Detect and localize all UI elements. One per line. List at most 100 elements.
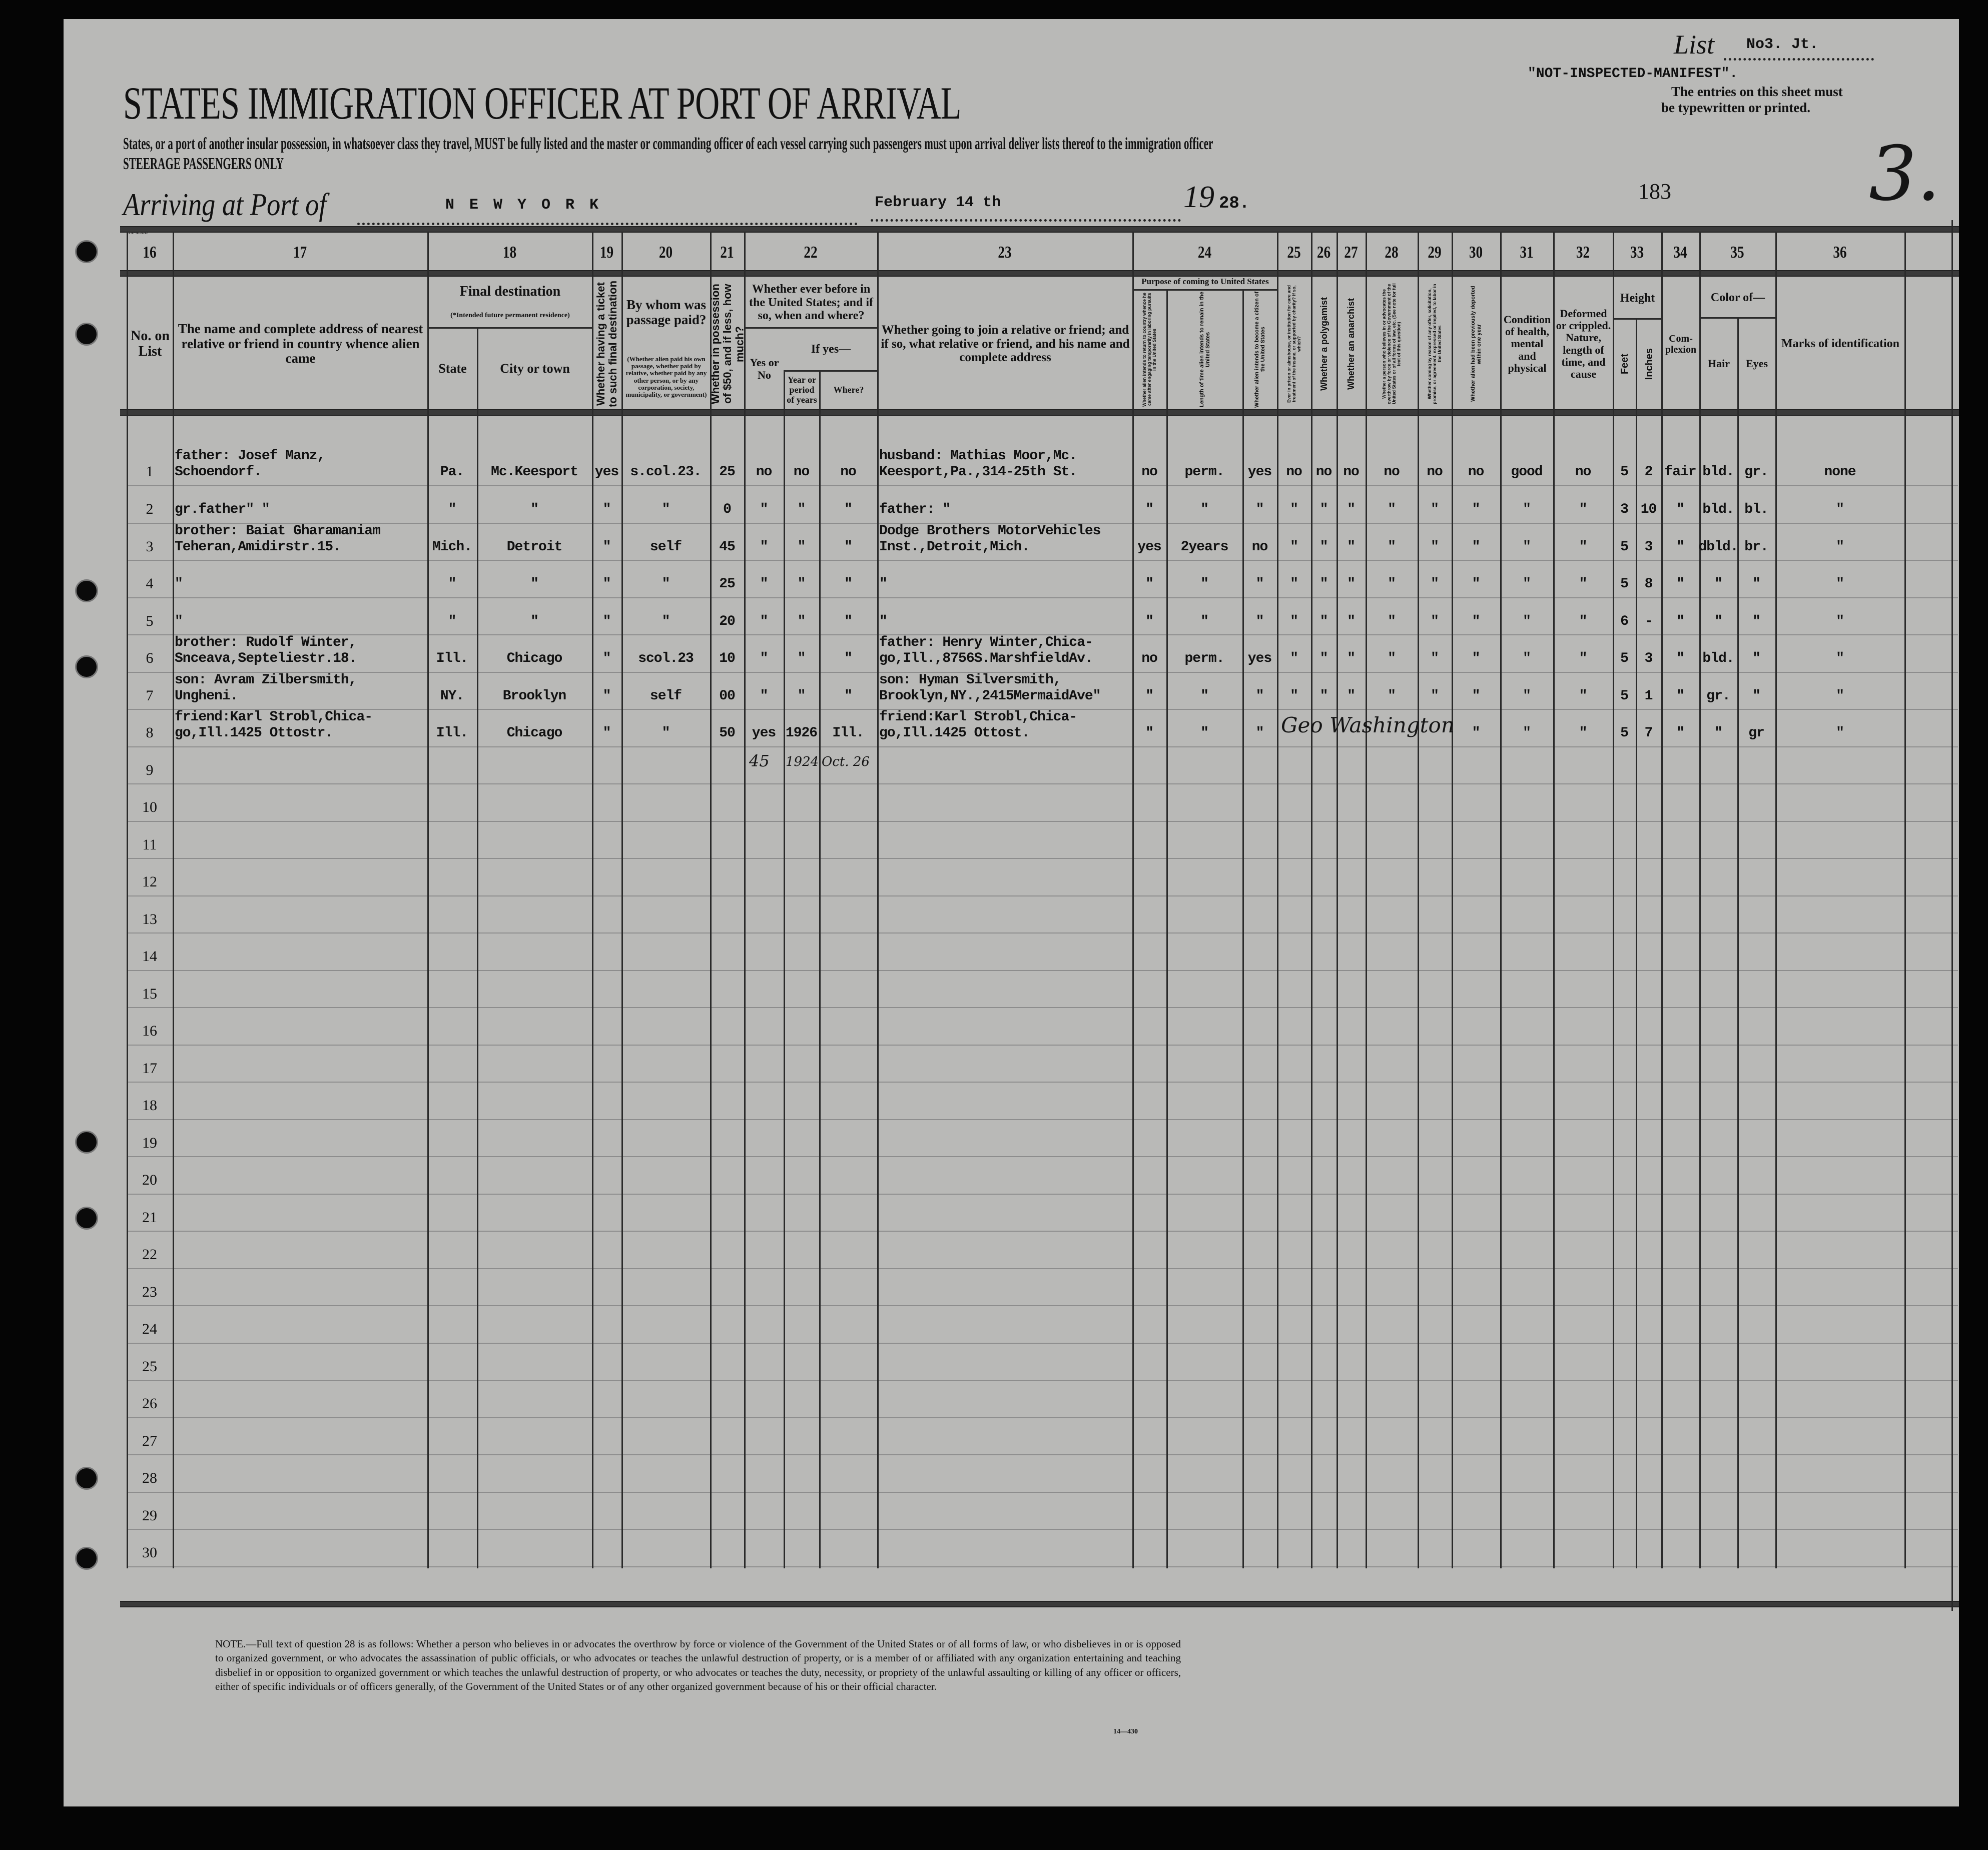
column-rule xyxy=(1775,232,1777,1568)
table-cell: " xyxy=(173,560,427,597)
column-rule xyxy=(427,232,429,1568)
cell-text: father: Henry Winter,Chica- xyxy=(879,634,1093,650)
column-rule xyxy=(1242,289,1244,1568)
steerage-label: STEERAGE PASSENGERS ONLY xyxy=(123,155,284,173)
table-cell: " xyxy=(744,560,784,597)
table-cell: no xyxy=(744,412,784,485)
header-text: Yes or No xyxy=(750,356,779,381)
header-if-yes: If yes— xyxy=(785,330,877,368)
header-return: Whether alien intends to return to count… xyxy=(1134,291,1166,408)
port-value: N E W Y O R K xyxy=(445,197,602,214)
table-cell: " xyxy=(1553,634,1613,672)
cell-text: 1926 xyxy=(785,725,818,741)
header-text: Whether coming by reason of any offer, s… xyxy=(1427,284,1442,404)
cell-text: no xyxy=(1343,464,1360,480)
table-cell: " xyxy=(1500,597,1553,635)
table-cell: 2years xyxy=(1166,523,1242,560)
cell-text: " xyxy=(1319,650,1329,666)
cell-text: " xyxy=(1472,725,1481,741)
column-rule xyxy=(127,232,128,1568)
cell-text: yes xyxy=(594,464,619,480)
manifest-sheet xyxy=(64,19,1959,1806)
cell-text: " xyxy=(1145,501,1154,517)
table-cell: no xyxy=(1553,412,1613,485)
column-number: 16 xyxy=(143,243,157,262)
row-number: 4 xyxy=(146,575,154,592)
cell-text: no xyxy=(1427,464,1443,480)
table-cell: brother: Rudolf Winter, Snceava,Septelies… xyxy=(173,634,427,672)
header-overthrow: Whether a person who believes in or advo… xyxy=(1367,280,1417,408)
table-cell: no xyxy=(1277,412,1311,485)
cell-text: " xyxy=(1523,650,1531,666)
table-cell: " xyxy=(1775,709,1904,746)
table-cell: father: Josef Manz, Schoendorf. xyxy=(173,412,427,485)
table-cell: " xyxy=(1132,709,1166,746)
table-cell: " xyxy=(819,523,877,560)
cell-text: 5 xyxy=(1620,576,1629,592)
cell-text: " xyxy=(844,501,853,517)
header-text: (Whether alien paid his own passage, whe… xyxy=(625,355,707,399)
table-cell: " xyxy=(1242,485,1277,523)
row-number: 10 xyxy=(142,799,157,815)
table-cell: " xyxy=(592,634,621,672)
page-title: STATES IMMIGRATION OFFICER AT PORT OF AR… xyxy=(123,78,961,129)
table-cell: " xyxy=(1775,597,1904,635)
list-label: List xyxy=(1674,30,1715,60)
cell-text: " xyxy=(602,650,611,666)
cell-text: friend:Karl Strobl,Chica- xyxy=(879,709,1077,725)
cell-text: Keesport,Pa.,314-25th St. xyxy=(879,464,1077,480)
table-cell: perm. xyxy=(1166,412,1242,485)
punch-hole xyxy=(75,579,98,602)
table-cell: no xyxy=(1452,412,1500,485)
cell-text: 5 xyxy=(1620,464,1629,480)
column-rule xyxy=(1452,232,1453,1568)
cell-text: son: Avram Zilbersmith, xyxy=(175,672,357,688)
table-cell: " xyxy=(1737,634,1775,672)
header-text: No. on List xyxy=(131,328,170,359)
column-number: 30 xyxy=(1469,243,1483,262)
cell-text: " xyxy=(844,613,853,629)
table-cell: 3 xyxy=(1636,634,1661,672)
cell-text: brother: Rudolf Winter, xyxy=(175,634,357,650)
header-purpose: Purpose of coming to United States xyxy=(1134,275,1276,288)
column-number: 17 xyxy=(293,243,307,262)
header-anarchist: Whether an anarchist xyxy=(1338,280,1365,408)
cell-text: Ill. xyxy=(832,725,864,741)
header-ticket: Whether having a ticket to such final de… xyxy=(593,280,621,408)
cell-text: go,Ill.1425 Ottostr. xyxy=(175,725,333,741)
table-cell: " xyxy=(1418,485,1452,523)
header-text: (*Intended future permanent residence) xyxy=(450,312,570,320)
cell-text: " xyxy=(1472,688,1481,704)
cell-text: Pa. xyxy=(440,464,464,480)
table-cell: Dodge Brothers MotorVehicles Inst.,Detroi… xyxy=(877,523,1132,560)
cell-text: Dodge Brothers MotorVehicles xyxy=(879,523,1101,539)
cell-text: " xyxy=(1319,539,1329,555)
column-rule xyxy=(621,232,623,1568)
table-cell: " xyxy=(1311,560,1337,597)
header-text: Length of time alien intends to remain i… xyxy=(1198,291,1211,408)
header-text: Whether a polygamist xyxy=(1318,297,1329,391)
table-cell: " xyxy=(1699,560,1737,597)
header-height: Height xyxy=(1614,280,1661,316)
table-cell: gr xyxy=(1737,709,1775,746)
cell-text: " xyxy=(797,688,806,704)
table-cell: " xyxy=(1452,485,1500,523)
table-cell: no xyxy=(1242,523,1277,560)
cell-text: friend:Karl Strobl,Chica- xyxy=(175,709,373,725)
cell-text: " xyxy=(1255,725,1264,741)
header-length: Length of time alien intends to remain i… xyxy=(1168,291,1242,408)
header-where: Where? xyxy=(821,373,877,408)
cell-text: " xyxy=(1431,688,1439,704)
table-cell: " xyxy=(1366,672,1418,709)
cell-text: yes xyxy=(752,725,776,741)
table-cell: good xyxy=(1500,412,1553,485)
cell-text: " xyxy=(175,576,183,592)
cell-text: self xyxy=(649,539,682,555)
table-cell: " xyxy=(1500,709,1553,746)
thick-rule xyxy=(120,270,1959,277)
cell-text: " xyxy=(760,688,769,704)
table-cell: " xyxy=(477,485,592,523)
table-cell: Pa. xyxy=(427,412,477,485)
cell-text: " xyxy=(1523,539,1531,555)
header-relative: The name and complete address of nearest… xyxy=(174,280,427,408)
